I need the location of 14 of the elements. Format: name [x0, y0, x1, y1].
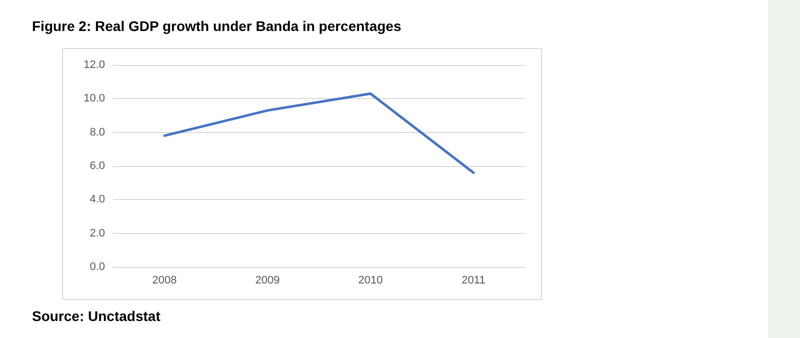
y-tick-label: 4.0	[90, 194, 105, 206]
y-tick-label: 0.0	[90, 261, 105, 273]
x-tick-label: 2010	[358, 274, 383, 286]
line-series	[163, 92, 475, 174]
y-tick-label: 2.0	[90, 227, 105, 240]
source-note: Source: Unctadstat	[32, 308, 160, 324]
y-tick-label: 8.0	[90, 126, 105, 138]
x-tick-label: 2011	[462, 274, 486, 286]
x-tick-label: 2009	[255, 274, 280, 286]
y-tick-label: 12.0	[84, 59, 105, 71]
y-tick-label: 10.0	[84, 92, 105, 105]
x-tick-label: 2008	[152, 274, 177, 286]
chart-title: Figure 2: Real GDP growth under Banda in percentages	[32, 18, 402, 34]
y-tick-label: 6.0	[90, 160, 105, 172]
